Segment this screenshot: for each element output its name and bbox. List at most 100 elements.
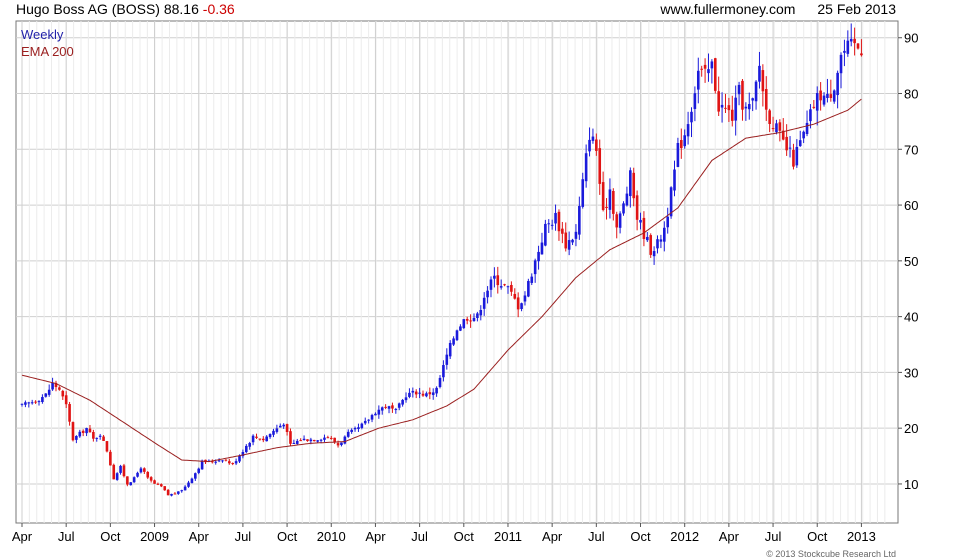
candle-body (761, 70, 765, 92)
candle-body (544, 223, 547, 246)
candle-body (768, 110, 771, 124)
candle-body (387, 406, 391, 409)
candle-body (285, 424, 289, 433)
candle-body (649, 235, 653, 255)
candle-body (819, 90, 822, 101)
candle-body (612, 190, 615, 214)
candle-body (574, 231, 578, 239)
candle-body (686, 124, 690, 137)
candle-body (836, 72, 839, 96)
x-tick-label: Oct (454, 529, 475, 544)
candle-body (143, 468, 146, 472)
candle-body (295, 440, 299, 444)
candle-body (234, 461, 238, 464)
candle-body (211, 461, 214, 463)
candle-body (744, 106, 748, 109)
candle-body (608, 189, 612, 210)
candle-body (798, 140, 802, 147)
candle-body (231, 463, 235, 465)
candle-body (292, 442, 296, 444)
candle-body (112, 464, 116, 480)
copyright-notice: © 2013 Stockcube Research Ltd (766, 549, 896, 559)
candle-body (78, 431, 82, 437)
candle-body (431, 392, 435, 395)
candle-body (567, 240, 571, 250)
candle-body (727, 105, 731, 111)
candle-body (469, 320, 472, 322)
candle-body (37, 401, 41, 403)
candle-body (411, 390, 415, 393)
candle-body (683, 135, 686, 147)
candle-body (533, 260, 537, 275)
candle-body (741, 80, 744, 110)
y-tick-label: 90 (904, 31, 918, 46)
candle-body (788, 147, 792, 149)
candle-body (860, 53, 863, 56)
candle-body (404, 397, 408, 401)
candle-body (506, 286, 510, 288)
candle-body (571, 239, 574, 243)
candle-body (153, 480, 156, 484)
candle-body (81, 430, 85, 433)
candle-body (747, 104, 751, 110)
x-tick-label: Apr (12, 529, 33, 544)
candle-body (353, 427, 357, 430)
candle-body (724, 107, 727, 109)
candle-body (64, 395, 68, 405)
candle-body (482, 297, 486, 309)
ema-200-line (21, 98, 862, 463)
candle-body (228, 461, 231, 464)
candle-body (527, 280, 530, 297)
candle-body (346, 431, 350, 437)
candle-body (316, 440, 319, 442)
candle-body (629, 170, 632, 197)
candle-body (374, 413, 377, 416)
candle-body (812, 106, 816, 108)
candle-body (771, 128, 775, 130)
y-tick-label: 80 (904, 87, 918, 102)
candle-body (598, 148, 602, 184)
candle-body (751, 98, 754, 101)
candle-body (846, 40, 850, 54)
candle-body (323, 437, 326, 440)
candle-body (408, 392, 411, 397)
candle-body (486, 290, 489, 298)
candle-body (177, 491, 180, 494)
header-meta: www.fullermoney.com 25 Feb 2013 (642, 1, 896, 17)
candle-body (428, 392, 432, 395)
candle-body (425, 393, 428, 397)
candle-body (737, 84, 741, 95)
candle-body (781, 130, 785, 140)
candle-body (102, 436, 105, 441)
candle-body (397, 403, 401, 408)
site-link[interactable]: www.fullermoney.com (660, 1, 796, 17)
candle-body (717, 91, 720, 112)
candle-body (224, 459, 228, 461)
candle-body (554, 212, 557, 224)
candle-body (418, 392, 421, 394)
candle-body (312, 439, 316, 442)
candle-body (75, 435, 78, 440)
candle-body (333, 437, 336, 443)
candle-body (136, 472, 139, 477)
candle-body (30, 402, 34, 404)
x-tick-label: Apr (719, 529, 740, 544)
candle-body (523, 295, 527, 302)
candle-body (578, 205, 581, 235)
candle-body (720, 104, 724, 108)
candle-body (126, 476, 129, 485)
candle-body (588, 139, 591, 152)
candle-body (455, 330, 459, 341)
candle-body (666, 216, 670, 228)
candle-body (679, 140, 683, 149)
candle-body (557, 211, 561, 232)
x-tick-label: Oct (100, 529, 121, 544)
candle-body (268, 434, 272, 438)
candle-body (785, 136, 788, 151)
candle-body (618, 213, 622, 228)
candle-body (550, 224, 554, 226)
candle-body (319, 439, 323, 441)
candle-body (163, 486, 167, 491)
candle-body (778, 122, 782, 131)
candle-body (754, 81, 758, 102)
